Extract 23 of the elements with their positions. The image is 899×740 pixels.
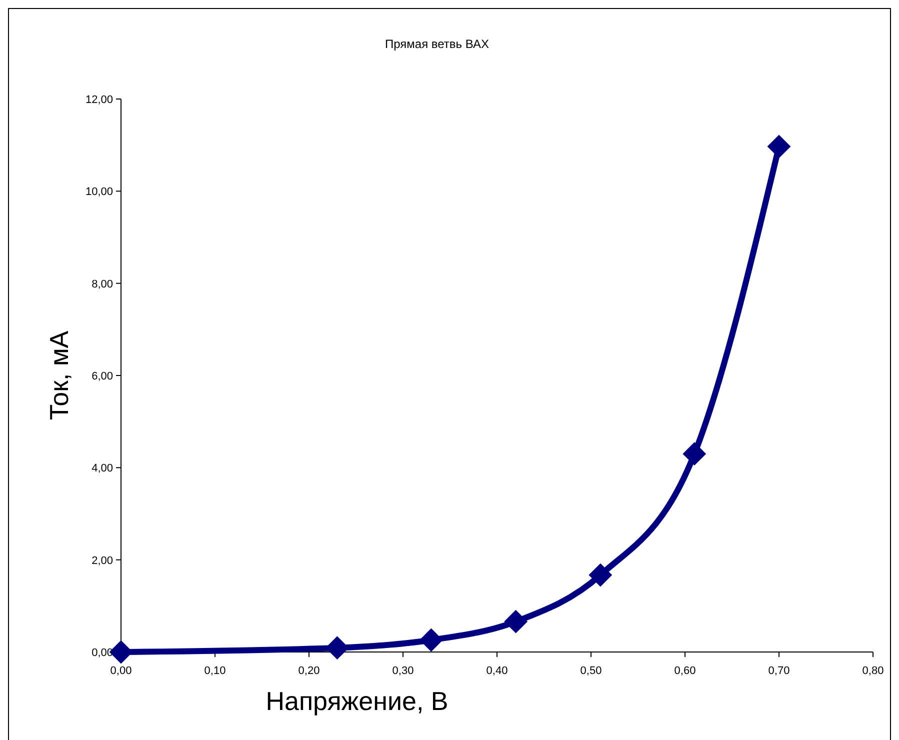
x-tick-label: 0,00 [110,665,132,677]
y-axis-title: Ток, мА [44,330,74,420]
x-tick-label: 0,50 [580,665,602,677]
chart-title: Прямая ветвь ВАХ [384,37,490,51]
x-axis-title: Напряжение, В [266,686,448,716]
y-tick-label: 12,00 [85,94,113,106]
point [682,442,706,466]
point [768,134,790,158]
point [504,610,528,634]
x-tick-label: 0,10 [204,665,226,677]
x-tick-label: 0,80 [862,665,884,677]
x-tick-label: 0,60 [674,665,696,677]
point [420,628,443,652]
y-tick-label: 6,00 [92,370,113,382]
x-tick-label: 0,20 [298,665,320,677]
y-tick-label: 8,00 [92,278,113,290]
x-tick-label: 0,30 [392,665,414,677]
x-tick-label: 0,40 [486,665,508,677]
y-tick-label: 10,00 [85,186,113,198]
y-tick-label: 4,00 [92,462,113,475]
y-tick-label: 2,00 [92,554,113,567]
point [588,564,612,587]
x-tick-label: 0,70 [768,665,790,677]
